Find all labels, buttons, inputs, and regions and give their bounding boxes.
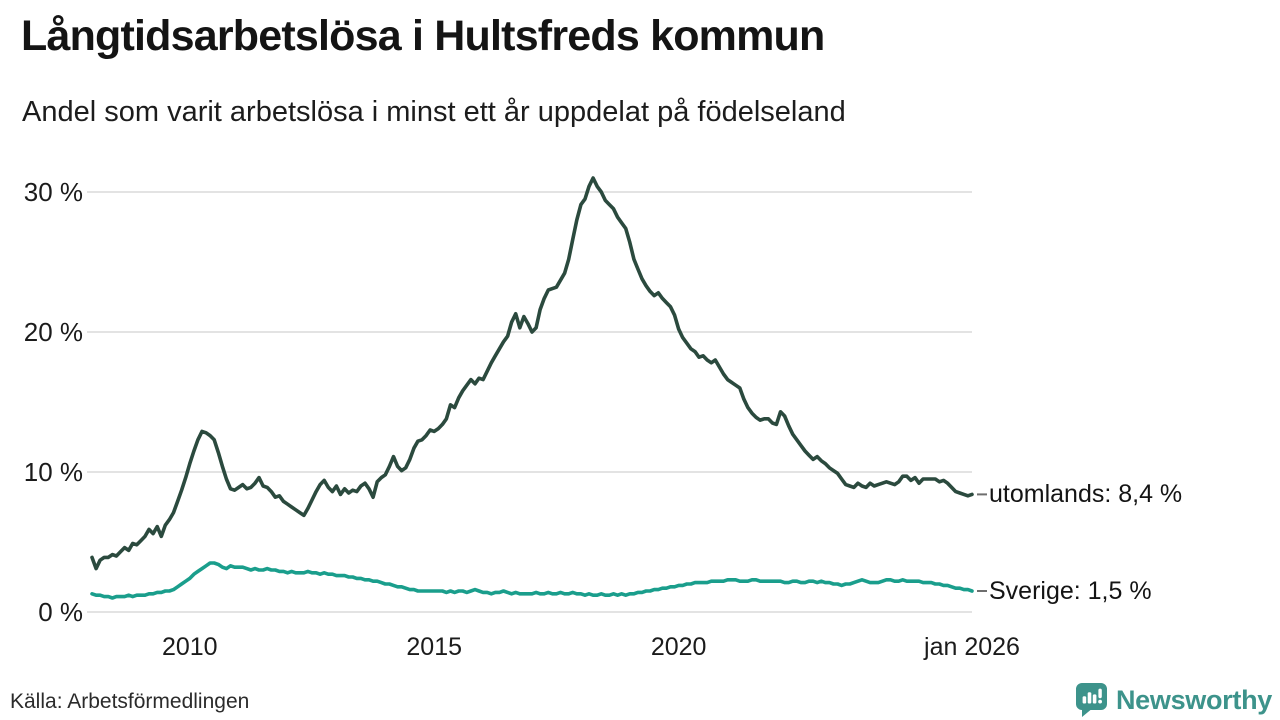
y-axis-tick-label: 30 % bbox=[23, 177, 83, 207]
page-subtitle: Andel som varit arbetslösa i minst ett å… bbox=[22, 96, 846, 128]
y-axis-tick-label: 20 % bbox=[23, 317, 83, 347]
series-label-utomlands: utomlands: 8,4 % bbox=[989, 480, 1183, 509]
y-axis-tick-label: 10 % bbox=[23, 457, 83, 487]
x-axis-tick-label: jan 2026 bbox=[924, 633, 1020, 661]
y-axis: 0 % 10 % 20 % 30 % bbox=[0, 0, 83, 720]
page-title: Långtidsarbetslösa i Hultsfreds kommun bbox=[21, 12, 825, 60]
x-axis: 2010 2015 2020 jan 2026 bbox=[0, 633, 1280, 665]
x-axis-tick-label: 2015 bbox=[406, 633, 463, 661]
series-label-sverige: Sverige: 1,5 % bbox=[989, 577, 1152, 605]
brand-wordmark: Newsworthy bbox=[1115, 684, 1272, 715]
series-line-Sverige bbox=[90, 561, 974, 600]
y-axis-tick-label: 0 % bbox=[38, 597, 83, 627]
brand-logo: Newsworthy bbox=[1075, 683, 1272, 717]
source-note: Källa: Arbetsförmedlingen bbox=[10, 690, 250, 713]
x-axis-tick-label: 2020 bbox=[650, 633, 707, 661]
x-axis-tick-label: 2010 bbox=[161, 633, 218, 661]
series-line-utomlands bbox=[90, 176, 974, 571]
newsworthy-speech-bubble-chart-icon bbox=[1075, 683, 1107, 717]
